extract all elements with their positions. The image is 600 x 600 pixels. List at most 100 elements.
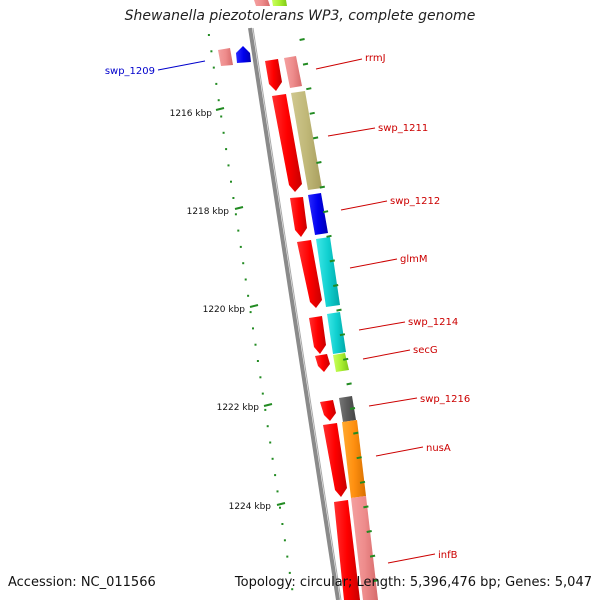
outer-tick [309,111,315,115]
inner-dot-track [207,34,294,591]
track-dot [237,229,240,232]
track-dot [288,571,291,574]
outer-tick [319,185,325,189]
cog-swp-1211 [291,91,322,190]
outer-tick [363,505,369,509]
track-dot [271,457,274,460]
gene-swp-1209 [236,46,251,63]
tick-label-1220: 1220 kbp [203,305,246,315]
track-dot [220,115,223,118]
outer-tick [322,210,329,214]
track-dot [247,294,250,297]
outer-tick [299,38,305,41]
track-dot [254,343,257,346]
track-dot [239,245,242,248]
track-dot [279,506,281,509]
cog-glmM [316,237,340,307]
cds-swp-1216 [320,400,336,421]
track-dot [261,392,264,395]
kbp-scale: 1216 kbp 1218 kbp 1220 kbp 1222 kbp 1224… [170,107,286,512]
label-swp-1214: swp_1214 [408,317,458,328]
outer-tick [353,431,359,435]
feature-top-lime [272,0,287,6]
genome-backbone [248,27,340,600]
track-dot [266,425,269,428]
feature-swp-1209-pink [218,48,233,66]
cog-infB [351,496,378,600]
cog-swp-1212 [308,193,328,235]
track-dot [286,555,289,558]
label-nusA: nusA [426,443,451,454]
outer-tick [316,161,322,164]
track-dot [264,408,267,411]
cds-nusA [323,423,347,497]
cds-rrmJ [265,59,282,91]
track-dot [242,262,245,265]
track-dot [207,34,210,36]
outer-tick [369,554,376,558]
cds-swp-1211 [272,94,302,192]
cds-swp-1212 [290,197,307,237]
cds-secG [315,354,330,372]
outer-tick [359,480,366,484]
track-dot [230,180,232,183]
track-dot [217,99,220,102]
tick-label-1222: 1222 kbp [217,403,260,413]
gene-labels: swp_1209 rrmJ swp_1211 swp_1212 glmM swp… [105,53,470,564]
track-dot [212,66,215,69]
outer-tick [329,259,335,263]
track-dot [281,523,284,525]
outer-tick [306,87,312,91]
genome-info-text: Topology: circular; Length: 5,396,476 bp… [234,575,592,590]
track-dot [283,539,286,542]
track-dot [274,474,277,477]
cds-swp-1214 [309,316,326,354]
tick-label-1218: 1218 kbp [187,207,230,217]
tick-label-1224: 1224 kbp [229,502,272,512]
outer-tick [349,407,356,410]
outer-tick [356,456,362,460]
outer-tick [339,333,346,337]
outer-tick [312,136,319,140]
track-dot [210,50,213,53]
label-swp-1209: swp_1209 [105,66,155,77]
tick-label-1216: 1216 kbp [170,109,213,119]
label-secG: secG [413,345,438,356]
cog-secG [333,353,349,372]
outer-tick [302,62,309,66]
track-dot [234,213,237,216]
track-dot [276,490,279,493]
outer-tick [343,357,349,361]
label-rrmJ: rrmJ [365,53,386,64]
feature-top-pink [254,0,270,6]
accession-text: Accession: NC_011566 [8,575,156,590]
outer-tick [346,382,352,386]
label-swp-1216: swp_1216 [420,394,470,405]
cog-swp-1214 [327,312,346,354]
track-dot [244,278,247,281]
track-dot [259,376,262,379]
outer-tick [333,284,339,287]
outer-tick [336,308,342,312]
track-dot [256,360,259,362]
track-dot [249,311,252,314]
cog-nusA [342,420,366,498]
track-dot [215,82,218,85]
label-swp-1212: swp_1212 [390,196,440,207]
track-dot [252,327,254,330]
cog-rrmJ [284,56,302,88]
outer-tick [326,234,332,238]
cds-glmM [297,240,322,308]
track-dot [291,588,294,591]
outer-tick [373,579,379,583]
label-glmM: glmM [400,254,428,265]
outer-tick-track [299,38,379,583]
track-dot [269,441,272,444]
track-dot [227,164,230,167]
map-title: Shewanella piezotolerans WP3, complete g… [124,8,476,24]
outer-tick [366,530,372,533]
strand-forward [265,59,360,600]
track-dot [222,131,225,134]
track-dot [225,148,228,151]
